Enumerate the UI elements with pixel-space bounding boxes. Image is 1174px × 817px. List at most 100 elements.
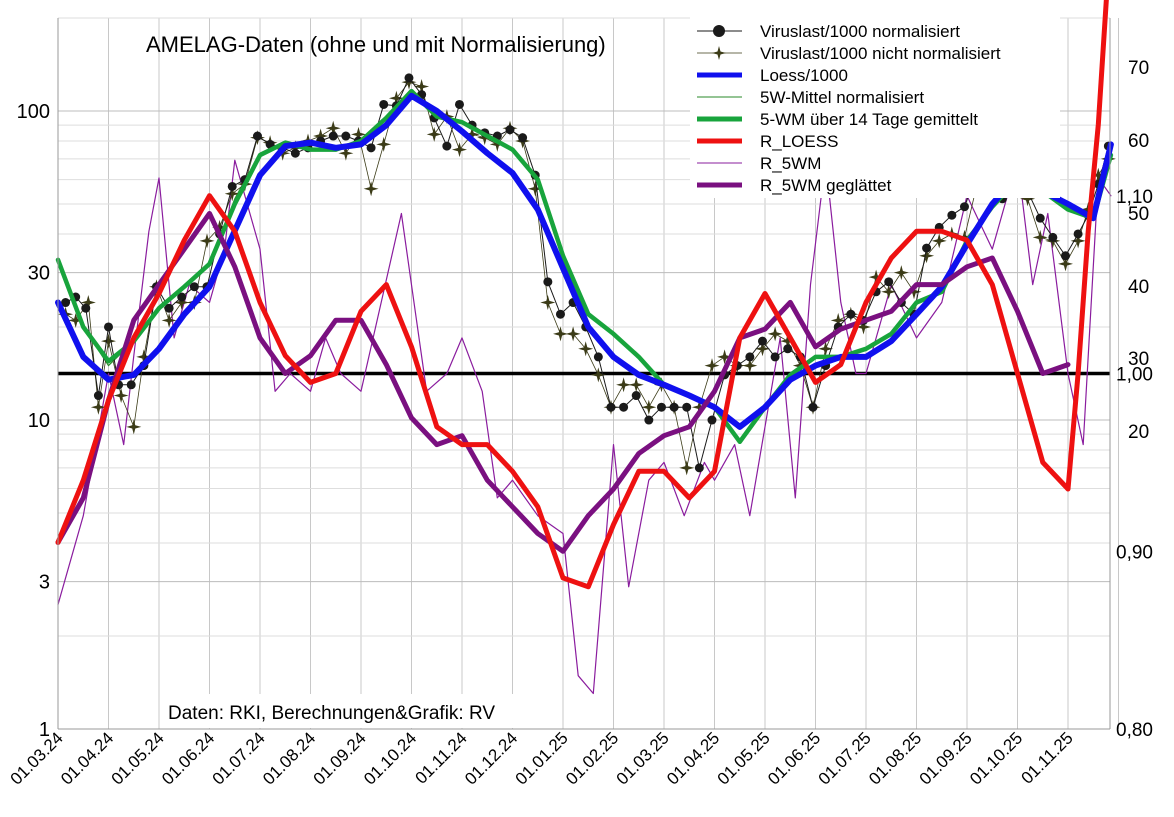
data-point-normalisiert: [1048, 232, 1058, 242]
data-point-nicht-normalisiert: [489, 136, 505, 152]
data-point-nicht-normalisiert: [553, 326, 568, 342]
data-point-nicht-normalisiert: [174, 295, 190, 310]
data-point-nicht-normalisiert: [628, 377, 644, 393]
data-point-normalisiert: [227, 181, 237, 191]
data-point-nicht-normalisiert: [136, 349, 152, 365]
data-point-nicht-normalisiert: [755, 341, 770, 357]
data-point-nicht-normalisiert: [919, 248, 935, 264]
data-point-nicht-normalisiert: [742, 358, 758, 374]
series-layer: [55, 0, 1116, 695]
data-point-normalisiert: [1035, 213, 1045, 223]
x-tick-label: 01.10.24: [360, 728, 420, 788]
legend-label: 5-WM über 14 Tage gemittelt: [760, 110, 978, 129]
data-point-normalisiert: [808, 402, 818, 412]
y-left-tick-label: 30: [28, 263, 50, 285]
data-point-nicht-normalisiert: [641, 399, 657, 415]
data-point-nicht-normalisiert: [287, 140, 303, 156]
data-point-nicht-normalisiert: [818, 341, 834, 357]
legend-item: Viruslast/1000 nicht normalisiert: [697, 44, 1001, 63]
data-point-normalisiert: [922, 243, 932, 253]
chart-title: AMELAG-Daten (ohne und mit Normalisierun…: [146, 32, 606, 57]
legend-dot-marker: [713, 25, 725, 37]
data-point-normalisiert: [177, 292, 187, 302]
legend-label: R_5WM: [760, 154, 821, 173]
data-point-nicht-normalisiert: [931, 233, 947, 249]
data-point-normalisiert: [783, 344, 793, 354]
data-point-normalisiert: [543, 277, 553, 287]
data-point-normalisiert: [619, 402, 629, 412]
data-point-normalisiert: [379, 99, 389, 109]
legend-item: 5-WM über 14 Tage gemittelt: [697, 110, 978, 129]
data-point-normalisiert: [669, 402, 679, 412]
data-point-normalisiert: [656, 402, 666, 412]
data-point-nicht-normalisiert: [578, 341, 594, 357]
data-point-nicht-normalisiert: [351, 126, 366, 142]
data-point-nicht-normalisiert: [868, 269, 884, 285]
data-point-nicht-normalisiert: [325, 120, 341, 136]
data-point-nicht-normalisiert: [126, 419, 142, 435]
data-point-normalisiert: [81, 303, 91, 313]
x-tick-label: 01.04.25: [663, 728, 723, 788]
data-point-normalisiert: [93, 391, 103, 401]
x-tick-label: 01.05.25: [714, 728, 774, 788]
x-tick-label: 01.08.25: [865, 728, 925, 788]
x-tick-label: 01.02.25: [562, 728, 622, 788]
legend-label: 5W-Mittel normalisiert: [760, 88, 924, 107]
data-point-nicht-normalisiert: [1020, 191, 1036, 207]
data-point-nicht-normalisiert: [527, 181, 543, 197]
data-point-nicht-normalisiert: [101, 333, 116, 349]
data-point-nicht-normalisiert: [565, 326, 581, 342]
data-point-normalisiert: [959, 202, 969, 212]
data-point-nicht-normalisiert: [704, 358, 720, 374]
data-point-nicht-normalisiert: [113, 388, 129, 403]
legend-background: [690, 16, 1060, 198]
credit-background: [160, 694, 560, 728]
y-right-tick-label: 1,00: [1116, 365, 1153, 386]
legend-label: Viruslast/1000 nicht normalisiert: [760, 44, 1001, 63]
legend: Viruslast/1000 normalisiert Viruslast/100…: [690, 16, 1060, 198]
data-point-normalisiert: [757, 336, 767, 346]
x-tick-label: 01.03.24: [7, 728, 67, 788]
data-point-nicht-normalisiert: [691, 399, 707, 415]
data-point-normalisiert: [606, 402, 616, 412]
data-point-nicht-normalisiert: [212, 219, 228, 235]
data-point-normalisiert: [252, 131, 262, 141]
y-left-tick-label: 1: [39, 719, 50, 741]
data-point-normalisiert: [707, 415, 717, 425]
data-point-normalisiert: [61, 298, 71, 308]
data-point-normalisiert: [745, 352, 755, 362]
series-line-r-loess: [55, 0, 1109, 590]
x-tick-label: 01.11.25: [1017, 728, 1076, 787]
data-point-nicht-normalisiert: [199, 233, 215, 249]
data-point-nicht-normalisiert: [679, 460, 695, 476]
data-point-normalisiert: [505, 125, 515, 135]
legend-item: R_5WM geglättet: [697, 176, 892, 195]
series-line-r-5wm-gegl-ttet: [55, 211, 1071, 554]
data-point-nicht-normalisiert: [452, 142, 467, 158]
y-right-clipped-tick-label: 30: [1128, 349, 1149, 370]
data-point-nicht-normalisiert: [414, 79, 430, 94]
y-right-clipped-tick-label: 70: [1128, 58, 1149, 79]
data-point-nicht-normalisiert: [376, 136, 392, 152]
x-tick-label: 01.07.25: [815, 728, 875, 788]
x-tick-label: 01.06.25: [764, 728, 824, 788]
legend-label: Viruslast/1000 normalisiert: [760, 22, 960, 41]
data-point-normalisiert: [404, 73, 414, 83]
data-point-nicht-normalisiert: [830, 312, 846, 328]
data-point-nicht-normalisiert: [80, 295, 96, 310]
legend-item: 5W-Mittel normalisiert: [697, 88, 924, 107]
legend-star-marker: [712, 46, 726, 60]
legend-item: Loess/1000: [697, 66, 848, 85]
data-point-nicht-normalisiert: [590, 367, 606, 383]
data-point-normalisiert: [682, 402, 692, 412]
data-point-normalisiert: [126, 380, 136, 390]
y-right-tick-label: 0,80: [1116, 720, 1153, 741]
data-point-nicht-normalisiert: [881, 284, 897, 300]
x-tick-label: 01.05.24: [108, 728, 168, 788]
y-left-tick-label: 10: [28, 410, 50, 432]
data-point-nicht-normalisiert: [388, 90, 404, 106]
y-right-clipped-tick-label: 60: [1128, 131, 1149, 152]
data-point-nicht-normalisiert: [1090, 167, 1106, 183]
chart-credit: Daten: RKI, Berechnungen&Grafik: RV: [168, 703, 495, 724]
legend-item: R_LOESS: [697, 132, 838, 151]
